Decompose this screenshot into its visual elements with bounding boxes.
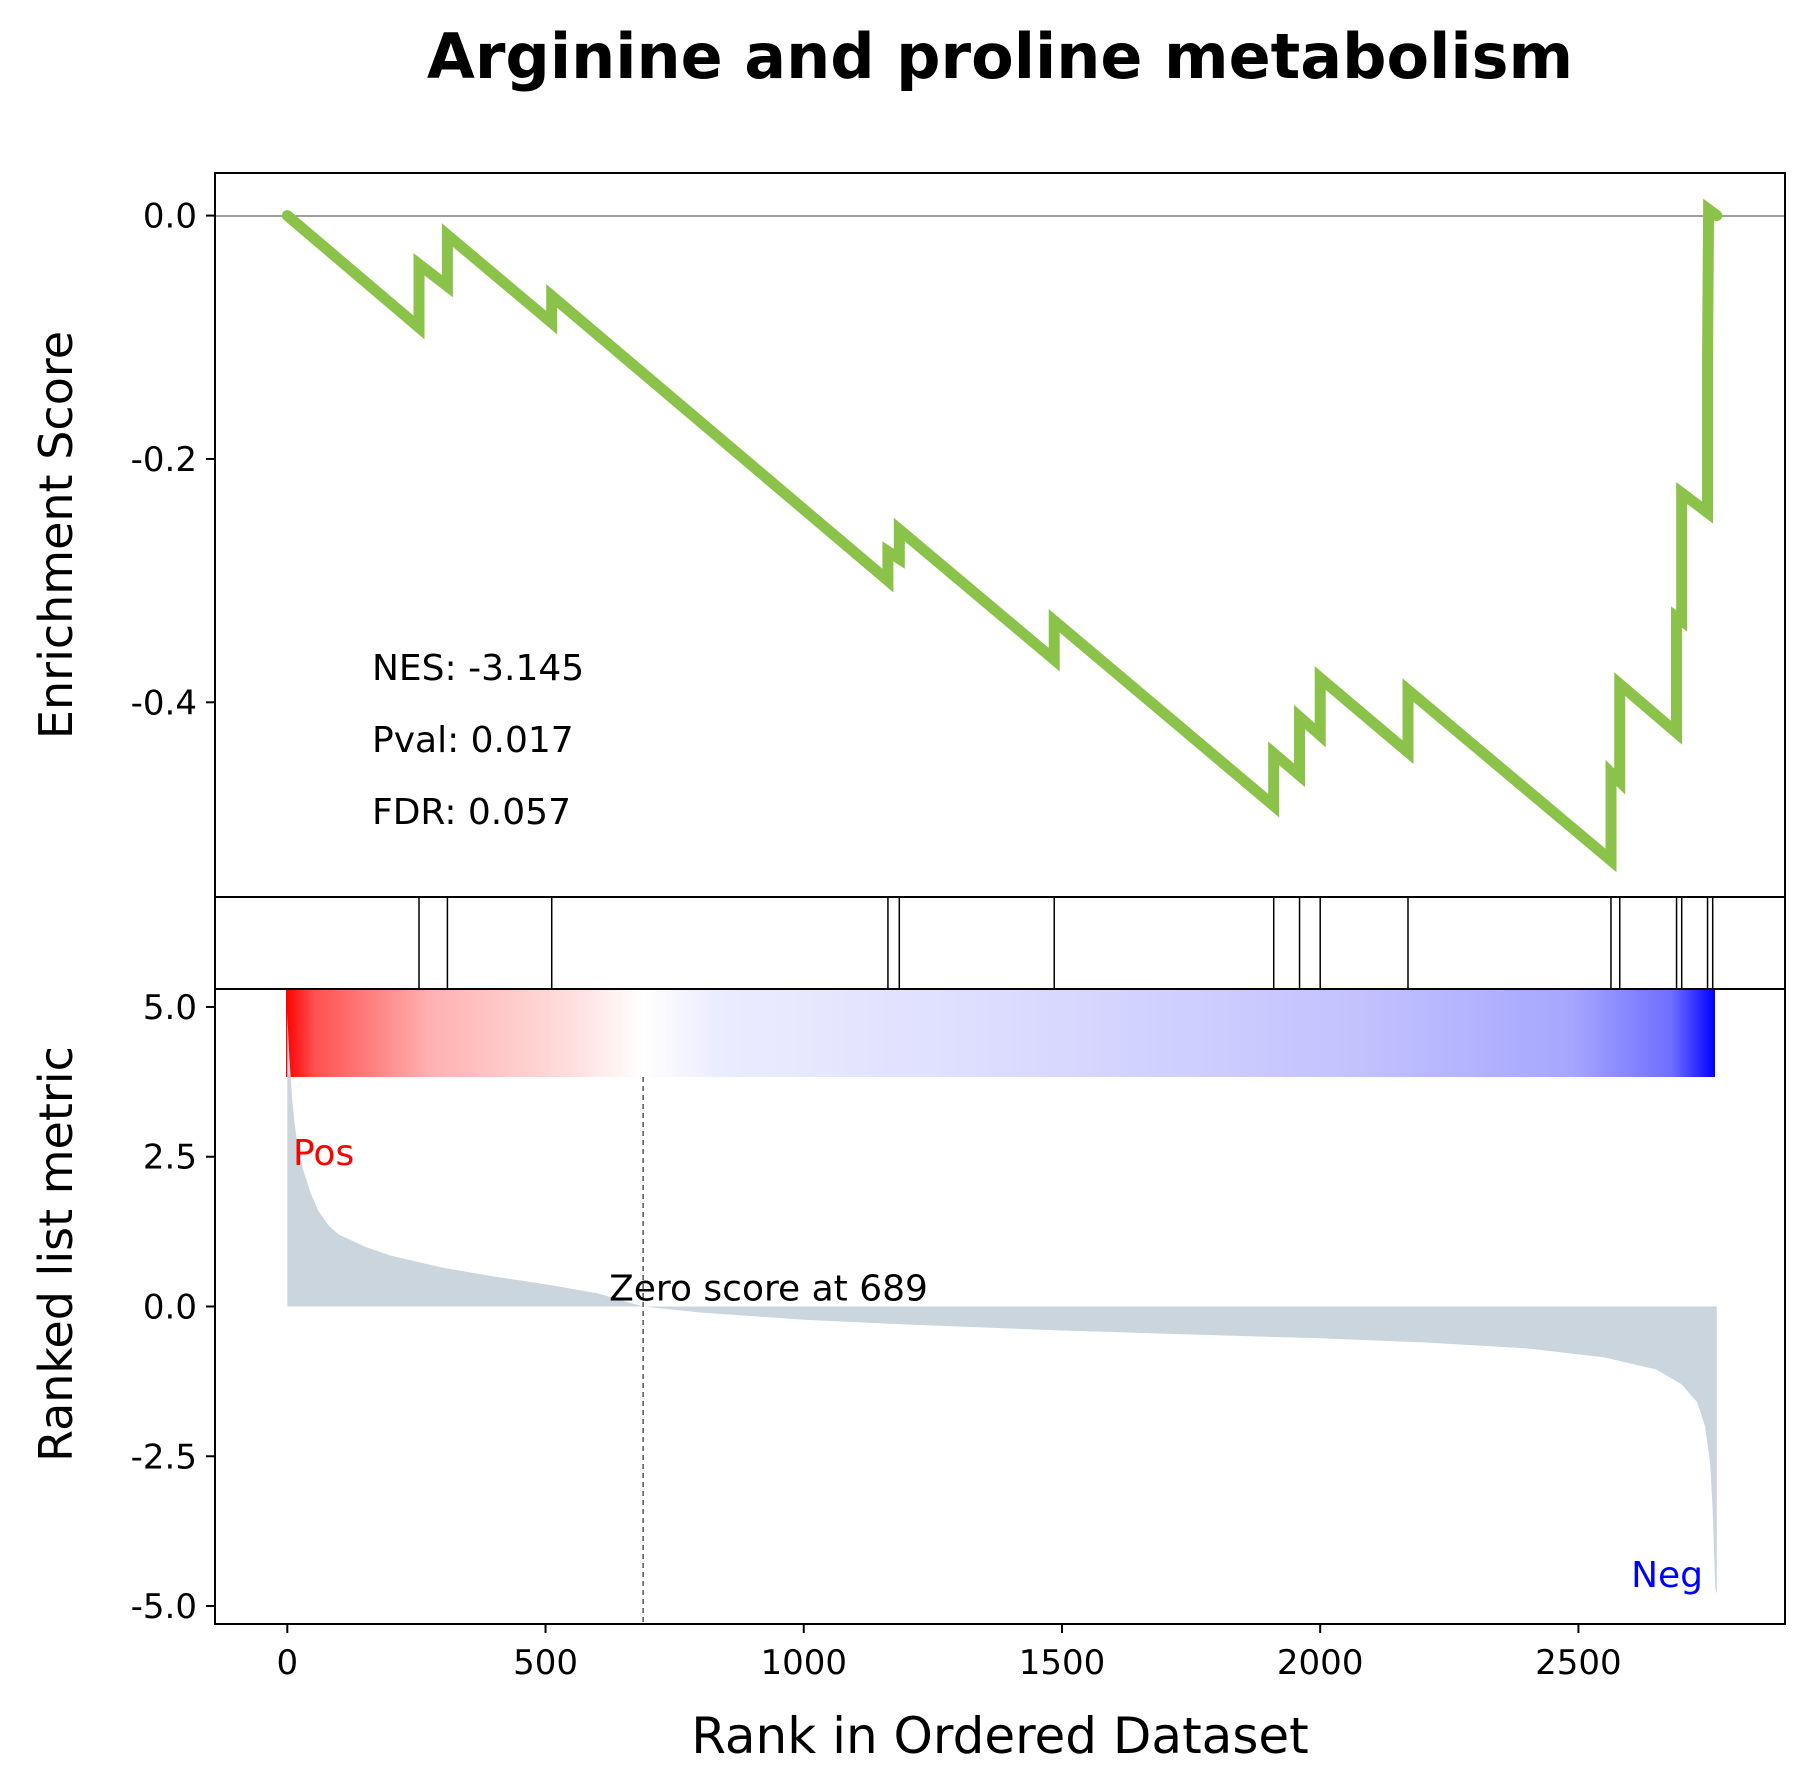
x-axis-label: Rank in Ordered Dataset xyxy=(691,1707,1308,1765)
metric-y-axis-label: Ranked list metric xyxy=(29,1046,83,1462)
metric-y-tick-label: 5.0 xyxy=(143,988,197,1028)
x-tick-label: 2000 xyxy=(1277,1643,1364,1683)
fdr-label: FDR: 0.057 xyxy=(372,792,571,833)
metric-y-tick-label: 2.5 xyxy=(143,1138,197,1178)
metric-y-tick-label: -5.0 xyxy=(131,1587,197,1627)
chart-title: Arginine and proline metabolism xyxy=(427,20,1573,93)
x-tick-label: 0 xyxy=(276,1643,298,1683)
rank-color-bar xyxy=(286,989,1715,1077)
pos-label: Pos xyxy=(293,1133,354,1174)
hits-frame xyxy=(214,896,1786,990)
x-tick-label: 500 xyxy=(513,1643,578,1683)
x-tick-label: 1500 xyxy=(1019,1643,1106,1683)
neg-label: Neg xyxy=(1631,1555,1703,1596)
es-y-tick-label: 0.0 xyxy=(143,197,197,237)
x-tick-label: 2500 xyxy=(1535,1643,1622,1683)
enrichment-score-line xyxy=(281,198,1723,873)
enrichment-panel: 0.0 -0.2 -0.4 Enrichment Score NES: -3.145… xyxy=(29,172,1786,898)
ranked-metric-area xyxy=(287,1013,1717,1594)
nes-label: NES: -3.145 xyxy=(372,648,584,689)
zero-score-label: Zero score at 689 xyxy=(609,1269,928,1310)
hits-panel xyxy=(214,896,1786,990)
pval-label: Pval: 0.017 xyxy=(372,720,574,761)
metric-y-tick-label: -2.5 xyxy=(131,1437,197,1477)
ranked-metric-panel: Zero score at 689 Pos Neg 5.0 2.5 0.0 -2.5 -… xyxy=(29,988,1786,1765)
es-y-tick-label: -0.4 xyxy=(131,683,197,723)
es-y-axis-label: Enrichment Score xyxy=(29,331,83,739)
x-tick-label: 1000 xyxy=(760,1643,847,1683)
es-y-tick-label: -0.2 xyxy=(131,440,197,480)
metric-y-tick-label: 0.0 xyxy=(143,1288,197,1328)
